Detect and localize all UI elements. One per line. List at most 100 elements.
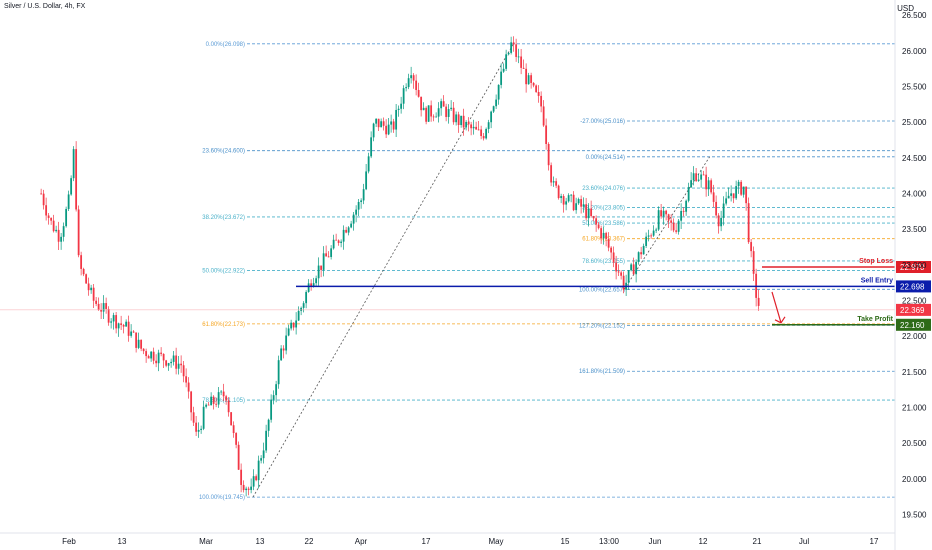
candle-body xyxy=(325,253,328,257)
fib-left-level-label: 50.00%(22.922) xyxy=(202,268,245,274)
candle-body xyxy=(675,230,678,232)
candle-body xyxy=(227,400,230,413)
candle-body xyxy=(537,91,540,96)
y-tick-label: 23.000 xyxy=(902,261,927,270)
candle-body xyxy=(70,178,73,195)
candle-body xyxy=(655,229,658,231)
candle-body xyxy=(315,278,318,284)
candle-body xyxy=(682,210,685,212)
candle-body xyxy=(305,291,308,304)
candle-body xyxy=(237,444,240,470)
fib-left-level-label: 0.00%(26.098) xyxy=(206,42,245,48)
candle-body xyxy=(162,353,165,361)
candle-body xyxy=(377,118,380,128)
candle-body xyxy=(280,348,283,361)
candle-body xyxy=(512,42,515,45)
candle-body xyxy=(660,210,663,217)
candle-body xyxy=(360,200,363,203)
candle-body xyxy=(637,252,640,262)
candle-body xyxy=(90,287,93,291)
candle-body xyxy=(460,115,463,126)
candle-body xyxy=(550,165,553,183)
candle-body xyxy=(225,396,228,401)
candle-body xyxy=(472,126,475,129)
candle-body xyxy=(295,320,298,328)
fib-right-level-label: 0.00%(24.514) xyxy=(586,155,625,161)
chart-title: Silver / U.S. Dollar, 4h, FX xyxy=(4,3,86,10)
candle-body xyxy=(507,52,510,55)
candle-body xyxy=(475,126,478,130)
x-tick-label: 12 xyxy=(699,537,708,546)
candle-body xyxy=(717,215,720,227)
candle-body xyxy=(217,392,220,405)
candle-body xyxy=(355,209,358,215)
candle-body xyxy=(382,121,385,126)
candle-body xyxy=(457,114,460,126)
fib-right-level-label: 38.20%(23.805) xyxy=(582,205,625,211)
candle-body xyxy=(82,268,85,275)
candle-body xyxy=(55,229,58,232)
candle-body xyxy=(427,105,430,122)
candle-body xyxy=(680,210,683,221)
forecast-arrow-head xyxy=(774,316,786,324)
candle-body xyxy=(432,116,435,118)
candle-body xyxy=(570,194,573,196)
candle-body xyxy=(470,124,473,129)
candle-body xyxy=(347,227,350,233)
candle-body xyxy=(752,251,755,274)
candle-body xyxy=(585,204,588,219)
candle-body xyxy=(107,308,110,323)
candle-body xyxy=(602,232,605,239)
candle-body xyxy=(50,217,53,221)
y-tick-label: 20.500 xyxy=(902,439,927,448)
candle-body xyxy=(345,229,348,233)
candle-body xyxy=(307,283,310,292)
sell-entry-badge xyxy=(896,280,931,293)
candle-body xyxy=(322,253,325,270)
candle-body xyxy=(615,262,618,272)
candle-body xyxy=(62,226,65,237)
candle-body xyxy=(685,200,688,212)
candle-body xyxy=(732,193,735,199)
candle-body xyxy=(192,412,195,423)
candle-body xyxy=(137,339,140,348)
candle-body xyxy=(747,203,750,243)
y-tick-label: 21.000 xyxy=(902,404,927,413)
y-tick-label: 20.000 xyxy=(902,475,927,484)
candle-body xyxy=(115,315,118,329)
stop-loss-badge xyxy=(896,261,931,274)
candle-body xyxy=(340,241,343,243)
y-tick-label: 24.500 xyxy=(902,154,927,163)
candle-body xyxy=(157,352,160,364)
candle-body xyxy=(387,124,390,135)
candle-body xyxy=(562,196,565,205)
candle-body xyxy=(535,85,538,92)
candle-body xyxy=(692,173,695,181)
candle-body xyxy=(300,307,303,311)
candle-body xyxy=(177,363,180,369)
candle-body xyxy=(452,107,455,123)
candle-body xyxy=(485,128,488,139)
candle-body xyxy=(190,391,193,413)
candle-body xyxy=(592,216,595,219)
candle-body xyxy=(135,332,138,348)
candle-body xyxy=(500,71,503,85)
x-tick-label: Apr xyxy=(355,537,368,546)
candle-body xyxy=(495,99,498,107)
candle-body xyxy=(87,283,90,291)
take-profit-value: 22.160 xyxy=(900,321,925,330)
fib-right-level-label: 127.20%(22.152) xyxy=(579,323,625,329)
y-tick-label: 25.000 xyxy=(902,118,927,127)
candle-body xyxy=(647,235,650,237)
fib-right-level-label: 50.00%(23.586) xyxy=(582,221,625,227)
candle-body xyxy=(375,118,378,124)
candle-body xyxy=(567,195,570,202)
candle-body xyxy=(242,484,245,491)
candle-body xyxy=(467,121,470,125)
candle-body xyxy=(337,240,340,243)
candle-body xyxy=(150,351,153,359)
candle-body xyxy=(147,356,150,359)
candle-body xyxy=(210,396,213,406)
candle-body xyxy=(357,202,360,210)
